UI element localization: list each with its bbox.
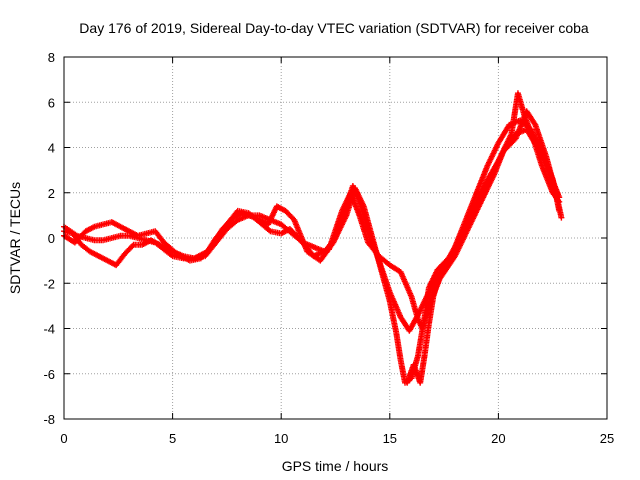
x-tick-label: 20 — [491, 431, 505, 446]
plot-frame — [63, 56, 608, 420]
y-tick-label: 0 — [48, 231, 55, 246]
tick-labels: 0 5 10 15 20 25 -8 -6 -4 -2 0 2 4 6 8 — [43, 50, 614, 446]
x-tick-label: 0 — [60, 431, 67, 446]
y-tick-label: 6 — [48, 95, 55, 110]
x-tick-label: 15 — [383, 431, 397, 446]
data-point — [558, 214, 565, 221]
y-tick-label: -2 — [43, 276, 55, 291]
chart-title: Day 176 of 2019, Sidereal Day-to-day VTE… — [79, 20, 589, 36]
y-axis-label: SDTVAR / TECUs — [7, 182, 23, 294]
y-tick-label: -8 — [43, 412, 55, 427]
grid — [64, 57, 607, 419]
x-tick-label: 5 — [169, 431, 176, 446]
y-tick-label: 4 — [48, 141, 55, 156]
x-axis-label: GPS time / hours — [282, 458, 389, 474]
y-tick-label: 8 — [48, 50, 55, 65]
y-tick-label: 2 — [48, 186, 55, 201]
x-tick-label: 10 — [274, 431, 288, 446]
y-tick-label: -4 — [43, 322, 55, 337]
y-tick-label: -6 — [43, 367, 55, 382]
data-point — [556, 198, 563, 205]
data-marker — [129, 243, 136, 250]
x-tick-label: 25 — [600, 431, 614, 446]
data-series — [61, 90, 565, 386]
